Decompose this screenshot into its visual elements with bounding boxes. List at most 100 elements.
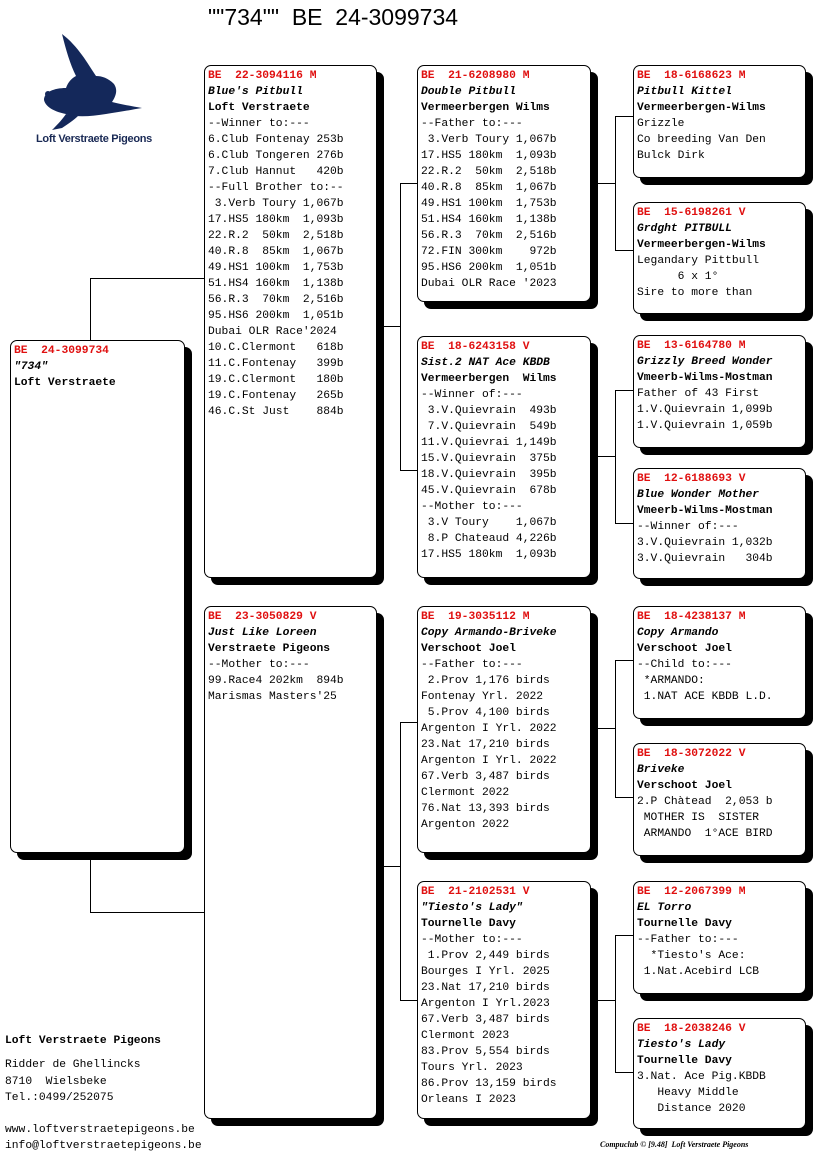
performance-line: Fontenay Yrl. 2022 xyxy=(421,691,544,703)
breeder-name: Tournelle Davy xyxy=(637,1055,732,1067)
performance-line: --Mother to:--- xyxy=(421,934,523,946)
connector-line xyxy=(615,1072,633,1073)
connector-line xyxy=(615,660,616,797)
connector-line xyxy=(400,183,401,470)
performance-line: --Child to:--- xyxy=(637,659,732,671)
performance-line: Father of 43 First xyxy=(637,388,760,400)
pigeon-icon xyxy=(44,34,142,130)
performance-line: 8.P Chateaud 4,226b xyxy=(421,533,557,545)
connector-line xyxy=(90,278,204,279)
ring-number: BE 18-6168623 M xyxy=(637,70,746,82)
performance-line: 49.HS1 100km 1,753b xyxy=(421,198,557,210)
breeder-name: Vermeerbergen Wilms xyxy=(421,102,550,114)
performance-line: Argenton I Yrl. 2022 xyxy=(421,723,557,735)
breeder-name: Vmeerb-Wilms-Mostman xyxy=(637,505,773,517)
ring-number: BE 18-6243158 V xyxy=(421,341,530,353)
performance-line: 49.HS1 100km 1,753b xyxy=(208,262,344,274)
pedigree-box-dam: BE 23-3050829 V Just Like Loreen Verstraet… xyxy=(204,606,377,1119)
performance-line: --Full Brother to:-- xyxy=(208,182,344,194)
performance-line: ARMANDO 1°ACE BIRD xyxy=(637,828,773,840)
pigeon-name: Briveke xyxy=(637,764,685,776)
performance-line: 6.Club Tongeren 276b xyxy=(208,150,344,162)
owner-email[interactable]: info@loftverstraetepigeons.be xyxy=(5,1140,202,1152)
ring-number: BE 18-2038246 V xyxy=(637,1023,746,1035)
performance-line: 17.HS5 180km 1,093b xyxy=(421,150,557,162)
owner-phone: Tel.:0499/252075 xyxy=(5,1092,114,1104)
performance-line: Clermont 2023 xyxy=(421,1030,510,1042)
pigeon-name: Pitbull Kittel xyxy=(637,86,732,98)
connector-line xyxy=(591,183,615,184)
connector-line xyxy=(377,866,400,867)
performance-line: 56.R.3 70km 2,516b xyxy=(208,294,344,306)
performance-line: Co breeding Van Den xyxy=(637,134,766,146)
ring-number: BE 13-6164780 M xyxy=(637,340,746,352)
breeder-name: Verschoot Joel xyxy=(637,780,732,792)
performance-line: 40.R.8 85km 1,067b xyxy=(421,182,557,194)
performance-line: 11.V.Quievrai 1,149b xyxy=(421,437,557,449)
performance-line: Bourges I Yrl. 2025 xyxy=(421,966,550,978)
pedigree-box-sds: BE 13-6164780 M Grizzly Breed Wonder Vmeer… xyxy=(633,335,806,448)
performance-line: 56.R.3 70km 2,516b xyxy=(421,230,557,242)
performance-line: 23.Nat 17,210 birds xyxy=(421,982,550,994)
pigeon-name: Copy Armando-Briveke xyxy=(421,627,557,639)
breeder-name: Tournelle Davy xyxy=(421,918,516,930)
pedigree-box-ds: BE 19-3035112 M Copy Armando-Briveke Versc… xyxy=(417,606,591,853)
connector-line xyxy=(377,326,400,327)
connector-line xyxy=(400,722,417,723)
pigeon-name: Grdght PITBULL xyxy=(637,223,732,235)
performance-line: Dubai OLR Race '2023 xyxy=(421,278,557,290)
performance-line: 11.C.Fontenay 399b xyxy=(208,358,344,370)
performance-line: Heavy Middle xyxy=(637,1087,739,1099)
performance-line: 3.Nat. Ace Pig.KBDB xyxy=(637,1071,766,1083)
performance-line: 3.Verb Toury 1,067b xyxy=(421,134,557,146)
performance-line: Sire to more than xyxy=(637,287,753,299)
connector-line xyxy=(615,250,633,251)
ring-number: BE 21-2102531 V xyxy=(421,886,530,898)
performance-line: Bulck Dirk xyxy=(637,150,705,162)
ring-number: BE 22-3094116 M xyxy=(208,70,317,82)
pedigree-box-sss: BE 18-6168623 M Pitbull Kittel Vermeerberg… xyxy=(633,65,806,178)
performance-line: MOTHER IS SISTER xyxy=(637,812,760,824)
performance-line: Distance 2020 xyxy=(637,1103,746,1115)
footer-credit: Compuclub © [9.48] Loft Verstraete Pigeo… xyxy=(600,1140,749,1149)
connector-line xyxy=(400,183,417,184)
ring-number: BE 21-6208980 M xyxy=(421,70,530,82)
owner-website[interactable]: www.loftverstraetepigeons.be xyxy=(5,1124,195,1136)
performance-line: 3.V.Quievrain 1,032b xyxy=(637,537,773,549)
performance-line: 7.Club Hannut 420b xyxy=(208,166,344,178)
connector-line xyxy=(90,853,91,912)
pedigree-box-ssd: BE 15-6198261 V Grdght PITBULL Vermeerberg… xyxy=(633,202,806,314)
performance-line: 67.Verb 3,487 birds xyxy=(421,771,550,783)
pigeon-name: Sist.2 NAT Ace KBDB xyxy=(421,357,550,369)
breeder-name: Vermeerbergen-Wilms xyxy=(637,102,766,114)
breeder-name: Verstraete Pigeons xyxy=(208,643,331,655)
performance-line: 3.Verb Toury 1,067b xyxy=(208,198,344,210)
performance-line: --Father to:--- xyxy=(637,934,739,946)
performance-line: --Mother to:--- xyxy=(208,659,310,671)
connector-line xyxy=(400,722,401,1000)
logo-text: Loft Verstraete Pigeons xyxy=(36,133,152,145)
connector-line xyxy=(615,797,633,798)
performance-line: 19.C.Fontenay 265b xyxy=(208,390,344,402)
pigeon-name: Double Pitbull xyxy=(421,86,516,98)
page-title: ""734"" BE 24-3099734 xyxy=(208,4,459,30)
connector-line xyxy=(591,728,615,729)
ring-number: BE 18-4238137 M xyxy=(637,611,746,623)
performance-line: 40.R.8 85km 1,067b xyxy=(208,246,344,258)
performance-line: 10.C.Clermont 618b xyxy=(208,342,344,354)
ring-number: BE 23-3050829 V xyxy=(208,611,317,623)
connector-line xyxy=(615,935,616,1072)
connector-line xyxy=(400,470,417,471)
performance-line: 86.Prov 13,159 birds xyxy=(421,1078,557,1090)
performance-line: 99.Race4 202km 894b xyxy=(208,675,344,687)
pedigree-box-ddd: BE 18-2038246 V Tiesto's Lady Tournelle Da… xyxy=(633,1018,806,1129)
performance-line: 1.NAT ACE KBDB L.D. xyxy=(637,691,773,703)
performance-line: 22.R.2 50km 2,518b xyxy=(208,230,344,242)
performance-line: Dubai OLR Race'2024 xyxy=(208,326,337,338)
connector-line xyxy=(90,912,204,913)
pedigree-box-sire: BE 22-3094116 M Blue's Pitbull Loft Verstr… xyxy=(204,65,377,578)
breeder-name: Tournelle Davy xyxy=(637,918,732,930)
connector-line xyxy=(615,116,633,117)
performance-line: --Mother to:--- xyxy=(421,501,523,513)
connector-line xyxy=(90,278,91,340)
